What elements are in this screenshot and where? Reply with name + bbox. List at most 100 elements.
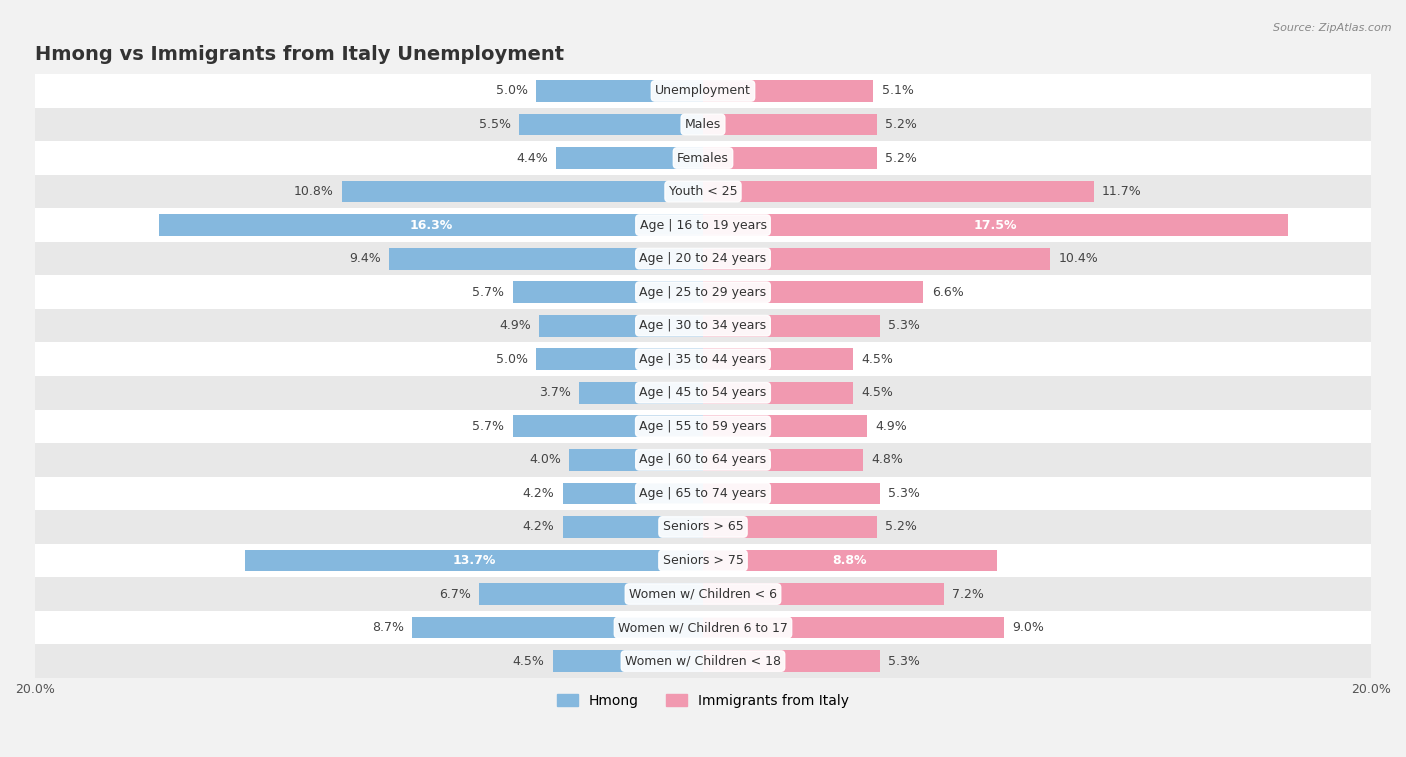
Text: Source: ZipAtlas.com: Source: ZipAtlas.com — [1274, 23, 1392, 33]
Bar — [35, 276, 1371, 309]
Bar — [246, 550, 703, 572]
Text: 13.7%: 13.7% — [453, 554, 496, 567]
Bar — [35, 142, 1371, 175]
Legend: Hmong, Immigrants from Italy: Hmong, Immigrants from Italy — [551, 688, 855, 713]
Bar — [342, 181, 703, 202]
Bar — [35, 342, 1371, 376]
Text: Unemployment: Unemployment — [655, 85, 751, 98]
Bar — [536, 80, 703, 102]
Bar — [159, 214, 703, 236]
Text: 4.5%: 4.5% — [862, 353, 894, 366]
Bar — [703, 348, 853, 370]
Text: 5.2%: 5.2% — [884, 521, 917, 534]
Text: Women w/ Children < 6: Women w/ Children < 6 — [628, 587, 778, 600]
Bar — [35, 510, 1371, 544]
Text: 5.1%: 5.1% — [882, 85, 914, 98]
Bar — [703, 550, 997, 572]
Bar — [703, 617, 1004, 638]
Text: Age | 65 to 74 years: Age | 65 to 74 years — [640, 487, 766, 500]
Text: 5.2%: 5.2% — [884, 118, 917, 131]
Bar — [519, 114, 703, 136]
Bar — [553, 650, 703, 672]
Text: Age | 60 to 64 years: Age | 60 to 64 years — [640, 453, 766, 466]
Bar — [703, 282, 924, 303]
Text: 4.8%: 4.8% — [872, 453, 904, 466]
Bar — [703, 516, 877, 537]
Bar — [35, 208, 1371, 241]
Text: 5.0%: 5.0% — [496, 353, 527, 366]
Text: 6.6%: 6.6% — [932, 285, 963, 299]
Bar — [389, 248, 703, 269]
Bar — [35, 644, 1371, 678]
Bar — [513, 282, 703, 303]
Text: 5.7%: 5.7% — [472, 285, 505, 299]
Text: 10.4%: 10.4% — [1059, 252, 1098, 265]
Text: 3.7%: 3.7% — [538, 386, 571, 399]
Bar — [703, 482, 880, 504]
Text: Age | 45 to 54 years: Age | 45 to 54 years — [640, 386, 766, 399]
Bar — [35, 443, 1371, 477]
Text: 4.5%: 4.5% — [512, 655, 544, 668]
Bar — [35, 578, 1371, 611]
Text: Hmong vs Immigrants from Italy Unemployment: Hmong vs Immigrants from Italy Unemploym… — [35, 45, 564, 64]
Bar — [703, 181, 1094, 202]
Text: 8.7%: 8.7% — [373, 621, 404, 634]
Bar — [35, 376, 1371, 410]
Text: Age | 55 to 59 years: Age | 55 to 59 years — [640, 420, 766, 433]
Text: 5.5%: 5.5% — [479, 118, 510, 131]
Bar — [35, 309, 1371, 342]
Bar — [703, 650, 880, 672]
Text: Age | 30 to 34 years: Age | 30 to 34 years — [640, 319, 766, 332]
Bar — [703, 449, 863, 471]
Text: 9.4%: 9.4% — [349, 252, 381, 265]
Bar — [35, 611, 1371, 644]
Bar — [536, 348, 703, 370]
Bar — [703, 416, 866, 438]
Text: Males: Males — [685, 118, 721, 131]
Text: 5.3%: 5.3% — [889, 655, 921, 668]
Text: 4.9%: 4.9% — [875, 420, 907, 433]
Bar — [703, 315, 880, 337]
Text: 9.0%: 9.0% — [1012, 621, 1043, 634]
Text: 5.7%: 5.7% — [472, 420, 505, 433]
Text: 4.4%: 4.4% — [516, 151, 548, 164]
Bar — [569, 449, 703, 471]
Bar — [35, 175, 1371, 208]
Text: 5.2%: 5.2% — [884, 151, 917, 164]
Bar — [35, 107, 1371, 142]
Text: Age | 25 to 29 years: Age | 25 to 29 years — [640, 285, 766, 299]
Text: Youth < 25: Youth < 25 — [669, 185, 737, 198]
Text: 5.3%: 5.3% — [889, 487, 921, 500]
Text: Age | 16 to 19 years: Age | 16 to 19 years — [640, 219, 766, 232]
Text: 10.8%: 10.8% — [294, 185, 333, 198]
Text: 6.7%: 6.7% — [439, 587, 471, 600]
Bar — [35, 241, 1371, 276]
Text: 5.3%: 5.3% — [889, 319, 921, 332]
Bar — [35, 477, 1371, 510]
Bar — [412, 617, 703, 638]
Bar — [579, 382, 703, 403]
Text: Seniors > 65: Seniors > 65 — [662, 521, 744, 534]
Bar — [703, 382, 853, 403]
Text: 4.2%: 4.2% — [523, 487, 554, 500]
Text: 7.2%: 7.2% — [952, 587, 984, 600]
Bar — [513, 416, 703, 438]
Text: Age | 35 to 44 years: Age | 35 to 44 years — [640, 353, 766, 366]
Text: 4.2%: 4.2% — [523, 521, 554, 534]
Text: Women w/ Children 6 to 17: Women w/ Children 6 to 17 — [619, 621, 787, 634]
Text: 8.8%: 8.8% — [832, 554, 868, 567]
Bar — [562, 516, 703, 537]
Bar — [555, 147, 703, 169]
Bar — [703, 583, 943, 605]
Text: 17.5%: 17.5% — [973, 219, 1017, 232]
Bar — [703, 114, 877, 136]
Bar — [703, 80, 873, 102]
Text: 4.0%: 4.0% — [529, 453, 561, 466]
Bar — [703, 147, 877, 169]
Text: 11.7%: 11.7% — [1102, 185, 1142, 198]
Bar — [540, 315, 703, 337]
Text: Age | 20 to 24 years: Age | 20 to 24 years — [640, 252, 766, 265]
Bar — [479, 583, 703, 605]
Text: 5.0%: 5.0% — [496, 85, 527, 98]
Bar — [703, 248, 1050, 269]
